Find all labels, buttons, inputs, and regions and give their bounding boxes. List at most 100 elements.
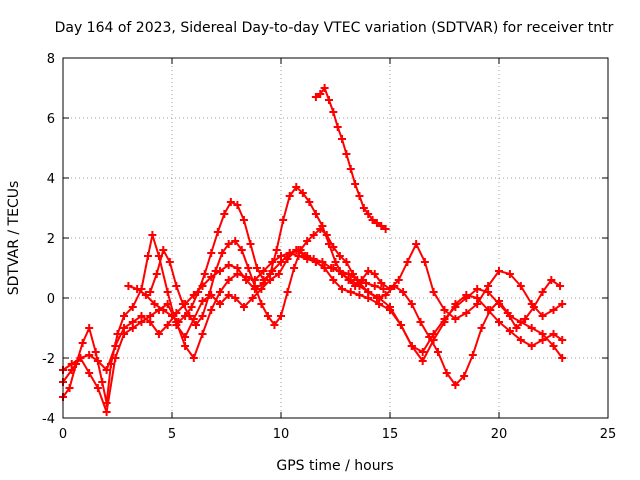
- data-point: [412, 240, 421, 248]
- data-point: [473, 300, 482, 308]
- data-point: [102, 408, 111, 416]
- data-point: [338, 270, 347, 278]
- data-point: [451, 381, 460, 389]
- data-point: [386, 303, 394, 311]
- data-point: [154, 330, 163, 338]
- data-point: [442, 369, 451, 377]
- data-point: [462, 294, 471, 302]
- data-point: [283, 288, 292, 296]
- data-point: [137, 312, 146, 320]
- data-point: [473, 285, 482, 293]
- data-point: [213, 228, 222, 236]
- axis-ticks: 0 5 10 15 20 25 -4 -2 0 2 4 6 8: [42, 52, 616, 442]
- data-point: [440, 306, 449, 314]
- data-point: [495, 297, 503, 305]
- data-point: [224, 291, 233, 299]
- data-point: [266, 270, 275, 278]
- data-point: [320, 264, 329, 272]
- data-point: [67, 360, 76, 368]
- data-point: [521, 315, 530, 323]
- data-point: [233, 264, 242, 272]
- y-tick-label: -2: [42, 352, 55, 367]
- y-tick-label: 2: [47, 232, 55, 247]
- data-point: [505, 327, 514, 335]
- data-point: [290, 264, 299, 272]
- data-point: [91, 348, 100, 356]
- data-point: [512, 324, 521, 332]
- data-point: [211, 267, 220, 275]
- data-point: [329, 108, 338, 116]
- data-point: [370, 282, 379, 290]
- data-point: [102, 366, 111, 374]
- data-point: [146, 288, 155, 296]
- data-point: [231, 294, 240, 302]
- data-point: [128, 318, 137, 326]
- data-point: [233, 201, 242, 209]
- data-point: [285, 192, 294, 200]
- data-point: [292, 183, 301, 191]
- data-point: [224, 240, 233, 248]
- data-point: [165, 258, 174, 266]
- data-point: [451, 315, 460, 323]
- data-point: [370, 270, 379, 278]
- data-point: [538, 312, 547, 320]
- data-point: [93, 384, 102, 392]
- x-tick-label: 5: [168, 427, 176, 442]
- data-point: [468, 351, 477, 359]
- x-tick-label: 10: [273, 427, 290, 442]
- data-point: [242, 276, 251, 284]
- data-point: [342, 150, 351, 158]
- data-point: [120, 324, 129, 332]
- data-point: [239, 216, 248, 224]
- data-point: [224, 261, 233, 269]
- data-point: [344, 276, 353, 284]
- data-point: [253, 264, 262, 272]
- data-point: [198, 297, 207, 305]
- data-point: [124, 282, 133, 290]
- x-tick-label: 25: [600, 427, 617, 442]
- data-point: [351, 282, 360, 290]
- data-point: [418, 357, 427, 365]
- data-point: [159, 246, 168, 254]
- data-point: [174, 318, 183, 326]
- data-point: [416, 318, 425, 326]
- data-point: [168, 312, 176, 320]
- data-point: [549, 342, 558, 350]
- data-point: [418, 348, 427, 356]
- data-point: [133, 285, 142, 293]
- data-point: [329, 264, 338, 272]
- data-point: [248, 294, 257, 302]
- data-point: [394, 276, 403, 284]
- data-point: [189, 354, 198, 362]
- data-point: [390, 282, 399, 290]
- data-point: [331, 258, 340, 266]
- data-point: [407, 300, 416, 308]
- data-point: [205, 291, 214, 299]
- data-point: [558, 300, 567, 308]
- data-point: [329, 276, 338, 284]
- data-point: [351, 180, 360, 188]
- data-point: [148, 231, 157, 239]
- data-point: [556, 282, 565, 290]
- data-point: [346, 165, 355, 173]
- x-axis-label: GPS time / hours: [276, 458, 393, 474]
- data-point: [85, 324, 94, 332]
- data-point: [529, 303, 538, 311]
- data-point: [259, 267, 268, 275]
- data-point: [549, 330, 558, 338]
- data-point: [246, 240, 255, 248]
- data-point: [346, 288, 355, 296]
- y-tick-label: 0: [47, 292, 55, 307]
- data-point: [111, 354, 120, 362]
- y-tick-label: -4: [42, 412, 55, 427]
- data-point: [355, 279, 364, 287]
- data-point: [259, 276, 268, 284]
- data-point: [244, 264, 253, 272]
- data-point: [141, 291, 150, 299]
- data-point: [146, 318, 155, 326]
- data-point: [355, 291, 364, 299]
- data-point: [185, 312, 194, 320]
- data-point: [144, 252, 153, 260]
- data-point: [231, 237, 240, 245]
